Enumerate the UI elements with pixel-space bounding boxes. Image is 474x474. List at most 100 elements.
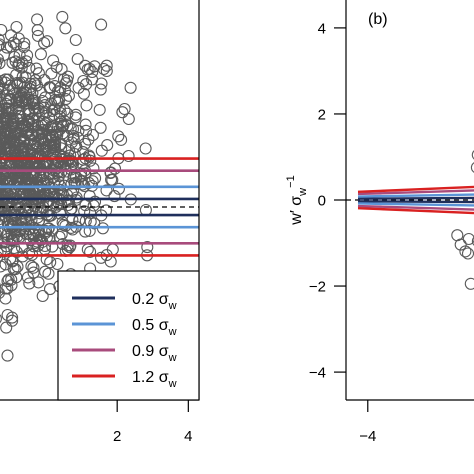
data-point [34, 166, 47, 179]
data-point [56, 119, 69, 132]
data-point [86, 73, 99, 86]
data-point [39, 265, 52, 278]
data-point [0, 314, 2, 324]
data-point [59, 22, 72, 35]
data-point [0, 203, 6, 216]
data-point [22, 123, 35, 136]
data-point [471, 150, 474, 160]
data-point [1, 308, 14, 322]
data-point [77, 87, 90, 100]
data-point [72, 124, 85, 137]
data-point [32, 134, 45, 147]
data-point [41, 145, 54, 158]
data-point [13, 48, 26, 62]
data-point [42, 139, 55, 152]
y-axis-label-text: w′ σw−1 [285, 175, 309, 225]
data-point [7, 233, 20, 246]
data-point [79, 118, 92, 131]
data-point [462, 232, 474, 246]
data-point [104, 166, 117, 179]
data-point [0, 57, 6, 70]
data-point [97, 62, 110, 76]
data-point [31, 13, 44, 26]
data-point [53, 230, 66, 243]
data-point [105, 173, 118, 186]
data-point [24, 154, 37, 167]
data-point [93, 103, 106, 116]
fan-line-4-upper [357, 185, 474, 194]
data-point [6, 115, 19, 128]
data-point [5, 279, 18, 292]
data-point [0, 146, 3, 157]
data-point [61, 239, 74, 252]
data-point [21, 271, 34, 284]
data-point [24, 77, 37, 90]
data-point [118, 102, 131, 116]
legend-label-4: 1.2 σw [132, 369, 177, 390]
data-point [122, 149, 135, 163]
data-point [37, 115, 50, 128]
y-tick-label: −4 [309, 365, 326, 382]
data-point [20, 55, 33, 68]
data-point [28, 200, 41, 213]
fan-line-2-lower [357, 202, 474, 207]
data-point [0, 185, 4, 197]
data-point [100, 64, 113, 78]
legend-label-1: 0.2 σw [132, 291, 177, 312]
data-point [64, 122, 77, 135]
data-point [82, 133, 95, 146]
data-point [42, 267, 55, 280]
data-point [34, 48, 47, 61]
data-point [0, 39, 5, 52]
fan-line-4-lower [357, 206, 474, 215]
data-point [0, 247, 4, 259]
data-point [31, 239, 45, 252]
data-point [3, 106, 16, 119]
data-point [0, 258, 12, 271]
data-point [53, 179, 66, 192]
data-point [43, 81, 56, 95]
panel-a-legend: 0.2 σw 0.5 σw 0.9 σw 1.2 σw [57, 270, 200, 401]
data-point [15, 154, 28, 167]
data-point [0, 137, 13, 150]
data-point [69, 140, 82, 153]
data-point [16, 70, 29, 83]
data-point [13, 202, 26, 215]
data-point [139, 142, 152, 155]
data-point [64, 155, 77, 168]
data-point [471, 236, 474, 246]
x-tick-label: −4 [359, 428, 376, 445]
data-point [0, 59, 3, 69]
y-tick-label: −2 [309, 279, 326, 296]
data-point [10, 20, 23, 34]
data-point [0, 122, 5, 135]
data-point [461, 247, 474, 260]
data-point [141, 241, 154, 254]
data-point [38, 36, 51, 50]
data-point [0, 288, 2, 296]
data-point [116, 106, 129, 119]
data-point [112, 130, 125, 143]
data-point [0, 282, 12, 295]
data-point [77, 74, 90, 88]
data-point [39, 143, 52, 156]
data-point [18, 135, 31, 148]
data-point [0, 205, 2, 214]
data-point [0, 321, 13, 334]
data-point [80, 99, 93, 112]
data-point [36, 107, 50, 120]
panel-b-fan-lines [346, 185, 474, 215]
data-point [26, 168, 39, 181]
data-point [36, 289, 49, 303]
data-point [18, 94, 32, 107]
data-point [94, 121, 107, 134]
data-point [65, 177, 78, 190]
data-point [0, 229, 2, 239]
data-point [47, 54, 60, 67]
data-point [69, 33, 82, 47]
data-point [454, 238, 467, 251]
panel-b-label: (b) [368, 11, 388, 28]
data-point [58, 104, 71, 117]
data-point [1, 349, 14, 362]
data-point [6, 56, 19, 69]
